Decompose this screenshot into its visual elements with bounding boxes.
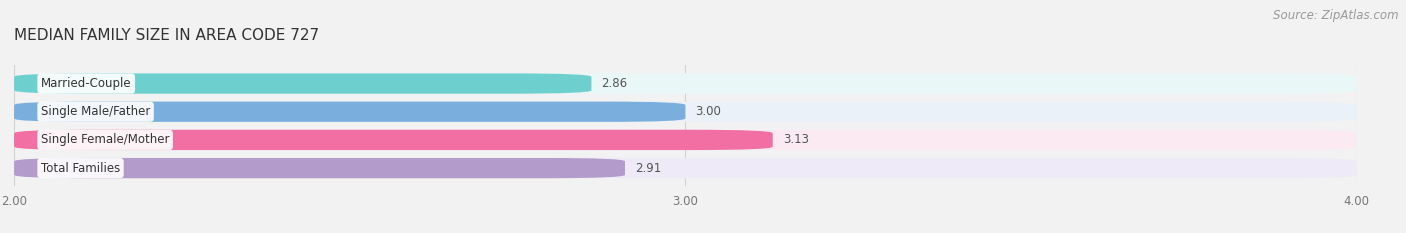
Text: 3.00: 3.00	[696, 105, 721, 118]
FancyBboxPatch shape	[14, 73, 592, 94]
Text: MEDIAN FAMILY SIZE IN AREA CODE 727: MEDIAN FAMILY SIZE IN AREA CODE 727	[14, 28, 319, 43]
FancyBboxPatch shape	[14, 158, 626, 178]
Text: Source: ZipAtlas.com: Source: ZipAtlas.com	[1274, 9, 1399, 22]
Text: 2.91: 2.91	[636, 161, 661, 175]
Text: Single Male/Father: Single Male/Father	[41, 105, 150, 118]
Text: Single Female/Mother: Single Female/Mother	[41, 134, 169, 146]
FancyBboxPatch shape	[14, 102, 686, 122]
Text: 3.13: 3.13	[783, 134, 808, 146]
FancyBboxPatch shape	[14, 102, 1357, 122]
FancyBboxPatch shape	[14, 158, 1357, 178]
FancyBboxPatch shape	[14, 130, 773, 150]
Text: Married-Couple: Married-Couple	[41, 77, 132, 90]
Text: Total Families: Total Families	[41, 161, 120, 175]
FancyBboxPatch shape	[14, 73, 1357, 94]
Text: 2.86: 2.86	[602, 77, 627, 90]
FancyBboxPatch shape	[14, 130, 1357, 150]
